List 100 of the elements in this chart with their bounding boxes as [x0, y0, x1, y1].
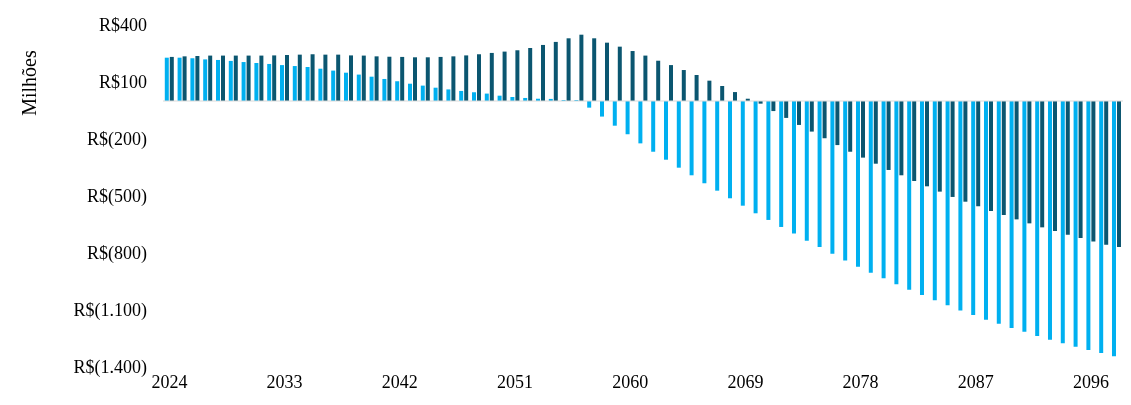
bar	[566, 38, 571, 101]
x-tick-label: 2060	[612, 371, 649, 392]
bar	[668, 65, 673, 101]
bar	[945, 101, 950, 306]
bar	[779, 101, 784, 227]
bar	[169, 56, 174, 101]
x-tick-label: 2078	[842, 371, 879, 392]
bar	[804, 101, 809, 241]
bar	[471, 92, 476, 101]
bar	[604, 42, 609, 101]
bar	[643, 55, 648, 101]
x-tick-label: 2042	[381, 371, 418, 392]
bar	[830, 101, 835, 254]
bar	[369, 76, 374, 101]
bar	[720, 85, 725, 101]
bar	[1116, 101, 1121, 247]
bar	[976, 101, 981, 207]
bar	[400, 56, 405, 101]
bar	[881, 101, 886, 279]
bar	[451, 56, 456, 101]
bar	[1035, 101, 1040, 337]
bar	[190, 58, 195, 101]
bar	[860, 101, 865, 158]
bar	[502, 51, 507, 101]
bar	[215, 59, 220, 101]
x-tick-label: 2069	[727, 371, 764, 392]
y-tick-label: R$(500)	[87, 186, 147, 208]
bar	[625, 101, 630, 135]
bar	[963, 101, 968, 202]
bar	[784, 101, 789, 118]
bar	[310, 54, 315, 101]
bar	[638, 101, 643, 144]
bar	[420, 85, 425, 101]
bar	[817, 101, 822, 247]
y-tick-label: R$(1.100)	[73, 300, 147, 322]
y-tick-label: R$(800)	[87, 243, 147, 265]
bar	[228, 60, 233, 101]
bar	[843, 101, 848, 261]
bar	[651, 101, 656, 152]
bar	[1047, 101, 1052, 340]
bar	[937, 101, 942, 192]
bar	[950, 101, 955, 197]
x-tick-label: 2087	[957, 371, 994, 392]
bar	[899, 101, 904, 176]
bar	[919, 101, 924, 295]
bar	[753, 101, 758, 214]
bar	[425, 57, 430, 101]
bar	[241, 62, 246, 101]
bar	[707, 80, 712, 101]
bar	[459, 90, 464, 101]
bar	[438, 56, 443, 101]
bar	[617, 46, 622, 101]
bar	[1078, 101, 1083, 238]
bar	[318, 68, 323, 101]
bar	[195, 55, 200, 101]
bar	[1040, 101, 1045, 228]
bar	[395, 81, 400, 101]
bar	[579, 34, 584, 101]
bar	[612, 101, 617, 126]
bar	[771, 101, 776, 112]
bar	[259, 55, 264, 101]
x-tick-label: 2024	[151, 371, 188, 392]
bar	[203, 59, 208, 101]
bar	[694, 74, 699, 101]
bar	[208, 55, 213, 101]
bar	[727, 101, 732, 199]
bar	[855, 101, 860, 267]
bar	[254, 63, 259, 101]
bar	[1009, 101, 1014, 329]
bar	[715, 101, 720, 191]
bar	[1001, 101, 1006, 215]
bar	[912, 101, 917, 181]
bar	[267, 63, 272, 101]
y-tick-label: R$400	[98, 15, 147, 36]
bar	[331, 70, 336, 101]
bar	[323, 54, 328, 101]
bar	[305, 66, 310, 101]
bar	[796, 101, 801, 125]
x-tick-label: 2033	[266, 371, 303, 392]
bar	[599, 101, 604, 117]
bar	[382, 78, 387, 101]
bar	[809, 101, 814, 132]
bar	[656, 60, 661, 101]
bar	[1073, 101, 1078, 347]
bar	[1104, 101, 1109, 245]
bar	[182, 56, 187, 101]
bar	[894, 101, 899, 285]
bar	[553, 41, 558, 101]
bar	[886, 101, 891, 170]
bar	[1091, 101, 1096, 242]
bar	[374, 56, 379, 101]
bar	[689, 101, 694, 176]
bar	[476, 54, 481, 101]
bar	[907, 101, 912, 290]
bar	[348, 55, 353, 101]
bar	[407, 83, 412, 101]
bar	[924, 101, 929, 187]
bar	[988, 101, 993, 212]
bar	[1052, 101, 1057, 231]
bar	[387, 56, 392, 101]
